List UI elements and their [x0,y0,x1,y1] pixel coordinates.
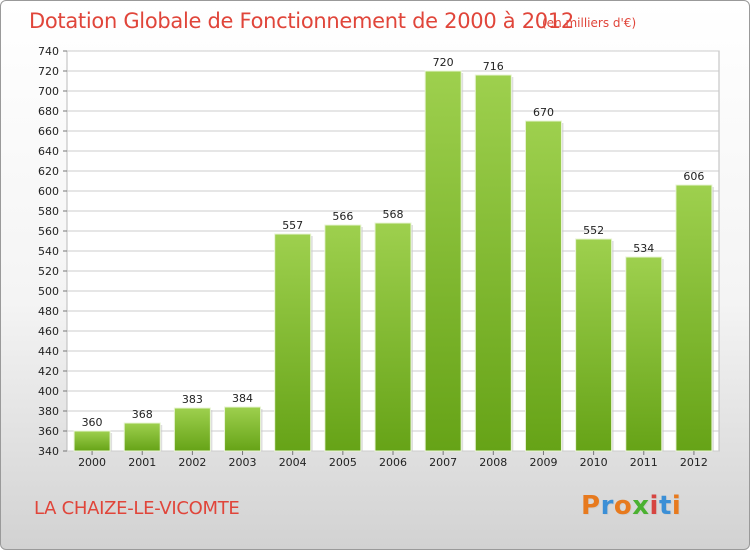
bar [224,406,262,452]
data-label: 557 [282,219,303,232]
data-label: 606 [683,170,704,183]
x-tick-label: 2011 [630,456,658,469]
x-tick-label: 2006 [379,456,407,469]
logo-letter: i [649,491,659,521]
logo-letter: P [581,491,601,521]
chart-title: Dotation Globale de Fonctionnement de 20… [29,9,574,33]
x-tick-label: 2009 [529,456,557,469]
y-tick-label: 360 [38,425,59,438]
bar [324,224,362,452]
bar [73,430,111,452]
bar [274,233,312,452]
logo-letter: x [632,491,650,521]
y-tick-label: 460 [38,325,59,338]
proxiti-logo: Proxiti [581,491,681,521]
y-tick-label: 580 [38,205,59,218]
data-label: 720 [433,56,454,69]
data-label: 716 [483,60,504,73]
y-tick-label: 480 [38,305,59,318]
logo-letter: r [600,491,614,521]
y-tick-label: 380 [38,405,59,418]
y-tick-label: 680 [38,105,59,118]
y-tick-label: 640 [38,145,59,158]
logo-letter: i [671,491,682,521]
bar [625,256,663,452]
x-tick-label: 2007 [429,456,457,469]
data-label: 360 [82,416,103,429]
bar [675,184,713,452]
y-tick-label: 420 [38,365,59,378]
y-tick-label: 340 [38,445,59,458]
bar [524,120,562,452]
x-tick-label: 2002 [178,456,206,469]
y-tick-label: 600 [38,185,59,198]
y-tick-label: 440 [38,345,59,358]
y-tick-label: 500 [38,285,59,298]
data-label: 670 [533,106,554,119]
bar [123,422,161,452]
bar [374,222,412,452]
x-tick-label: 2012 [680,456,708,469]
x-tick-label: 2001 [128,456,156,469]
data-label: 568 [383,208,404,221]
x-tick-label: 2008 [479,456,507,469]
y-tick-label: 540 [38,245,59,258]
data-label: 384 [232,392,253,405]
data-label: 566 [332,210,353,223]
y-tick-label: 740 [38,45,59,58]
logo-letter: o [613,491,633,521]
y-tick-label: 620 [38,165,59,178]
bar [424,70,462,452]
data-label: 368 [132,408,153,421]
data-label: 534 [633,242,654,255]
chart-unit: (en milliers d'€) [542,16,637,30]
y-tick-label: 520 [38,265,59,278]
commune-name: LA CHAIZE-LE-VICOMTE [34,498,240,519]
x-tick-label: 2005 [329,456,357,469]
x-tick-label: 2010 [580,456,608,469]
bar [474,74,512,452]
logo-letter: t [658,491,672,521]
bar [575,238,613,452]
y-tick-label: 700 [38,85,59,98]
bar [173,407,211,452]
x-tick-label: 2003 [229,456,257,469]
y-tick-label: 400 [38,385,59,398]
y-tick-label: 720 [38,65,59,78]
data-label: 383 [182,393,203,406]
x-tick-label: 2004 [279,456,307,469]
y-tick-label: 560 [38,225,59,238]
y-tick-label: 660 [38,125,59,138]
x-tick-label: 2000 [78,456,106,469]
data-label: 552 [583,224,604,237]
